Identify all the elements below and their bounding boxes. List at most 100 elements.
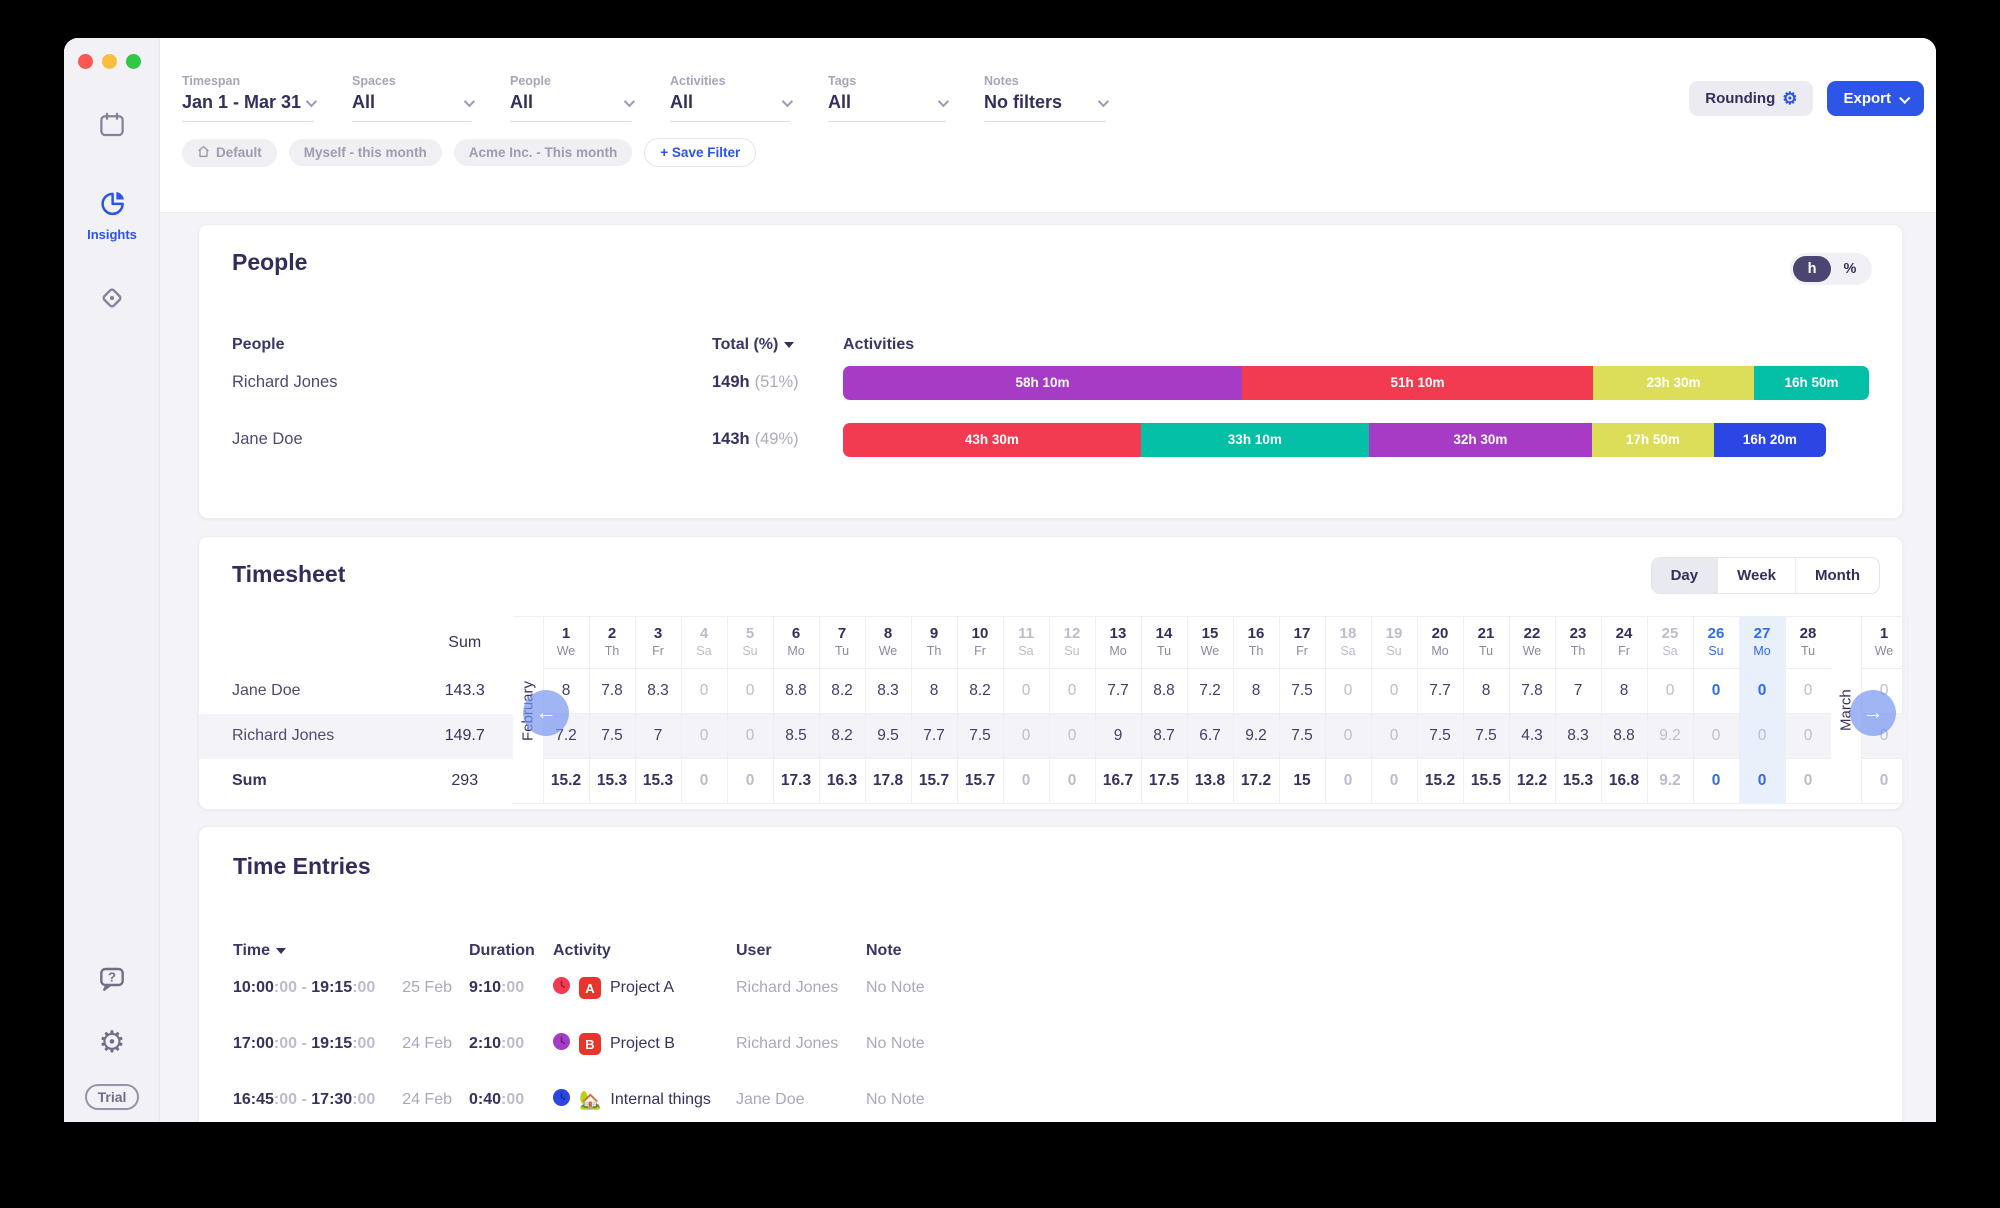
time-col-header[interactable]: Time: [233, 942, 398, 960]
day-header[interactable]: 9 Th: [910, 616, 958, 669]
day-header[interactable]: 1 We: [1860, 616, 1908, 669]
day-header[interactable]: 23 Th: [1554, 616, 1602, 669]
sidebar-item-tags[interactable]: [64, 282, 160, 319]
sidebar-item-insights[interactable]: Insights: [64, 187, 160, 242]
timesheet-cell: 0: [1002, 668, 1050, 714]
view-toggle-day[interactable]: Day: [1651, 558, 1718, 593]
filter-people[interactable]: People All: [510, 74, 636, 122]
filter-activities[interactable]: Activities All: [670, 74, 794, 122]
help-icon[interactable]: ?: [96, 963, 128, 1000]
person-activities-cell: 43h 30m 33h 10m 32h 30m 17h 50m 16h 20m: [843, 411, 1869, 468]
activity-bar-segment[interactable]: 17h 50m: [1591, 422, 1714, 457]
day-header[interactable]: 19 Su: [1370, 616, 1418, 669]
view-toggle-month[interactable]: Month: [1795, 558, 1879, 593]
filter-tags[interactable]: Tags All: [828, 74, 950, 122]
start-time: 17:00: [233, 1035, 274, 1052]
activity-bar-segment[interactable]: 43h 30m: [843, 422, 1141, 457]
save-filter-button[interactable]: + Save Filter: [644, 138, 757, 167]
filter-timespan[interactable]: Timespan Jan 1 - Mar 31: [182, 74, 318, 122]
total-share: (51%): [754, 373, 799, 391]
previous-period-button[interactable]: ←: [523, 690, 569, 736]
time-entry-row[interactable]: 16:45:00 - 17:30:00 24 Feb 0:40:00 🏡 Interna…: [233, 1072, 1902, 1122]
people-title: People: [232, 249, 308, 275]
timesheet-cell: 0: [726, 713, 774, 759]
total-col-header[interactable]: Total (%): [712, 336, 843, 354]
timesheet-table: SumFebruary1We2Th3Fr4Sa5Su6Mo7Tu8We9Th10…: [199, 616, 1908, 804]
saved-filter-chip[interactable]: Myself - this month: [288, 139, 442, 166]
activity-bar-segment[interactable]: 51h 10m: [1242, 365, 1593, 400]
activity-bar-segment[interactable]: 16h 20m: [1713, 422, 1826, 457]
unit-hours-button[interactable]: h: [1793, 256, 1831, 282]
day-header[interactable]: 14 Tu: [1140, 616, 1188, 669]
day-number: 18: [1339, 625, 1357, 643]
timesheet-cell: 0: [1048, 713, 1096, 759]
day-weekday: Su: [1064, 644, 1080, 659]
export-button[interactable]: Export: [1827, 81, 1924, 116]
day-header[interactable]: 13 Mo: [1094, 616, 1142, 669]
day-header[interactable]: 27 Mo: [1738, 616, 1786, 669]
day-header[interactable]: 8 We: [864, 616, 912, 669]
timesheet-cell: 8.2: [818, 668, 866, 714]
timesheet-cell: 16.8: [1600, 758, 1648, 804]
activity-bar-segment[interactable]: 23h 30m: [1593, 365, 1755, 400]
time-entry-row[interactable]: 17:00:00 - 19:15:00 24 Feb 2:10:00 B Project…: [233, 1016, 1902, 1072]
rounding-label: Rounding: [1705, 90, 1776, 107]
home-icon: [197, 145, 210, 161]
close-window-button[interactable]: [78, 54, 93, 69]
day-header[interactable]: 25 Sa: [1646, 616, 1694, 669]
timesheet-cell: 7: [1554, 668, 1602, 714]
rounding-button[interactable]: Rounding ⚙: [1689, 81, 1814, 116]
day-header[interactable]: 7 Tu: [818, 616, 866, 669]
saved-filter-chip[interactable]: Acme Inc. - This month: [453, 139, 633, 166]
pie-chart-icon: [97, 187, 127, 222]
day-header[interactable]: 18 Sa: [1324, 616, 1372, 669]
next-period-button[interactable]: →: [1850, 690, 1896, 736]
timesheet-cell: 16.7: [1094, 758, 1142, 804]
day-number: 28: [1799, 625, 1817, 643]
app-icon: A: [579, 977, 601, 999]
day-header[interactable]: 10 Fr: [956, 616, 1004, 669]
day-header[interactable]: 5 Su: [726, 616, 774, 669]
timesheet-cell: 8: [1462, 668, 1510, 714]
day-header[interactable]: 22 We: [1508, 616, 1556, 669]
zoom-window-button[interactable]: [126, 54, 141, 69]
day-header[interactable]: 11 Sa: [1002, 616, 1050, 669]
day-weekday: We: [1522, 644, 1542, 659]
day-header[interactable]: 6 Mo: [772, 616, 820, 669]
time-entry-row[interactable]: 10:00:00 - 19:15:00 25 Feb 9:10:00 A Project…: [233, 960, 1902, 1016]
minimize-window-button[interactable]: [102, 54, 117, 69]
day-header[interactable]: 24 Fr: [1600, 616, 1648, 669]
activity-bar-segment[interactable]: 32h 30m: [1368, 422, 1592, 457]
day-header[interactable]: 15 We: [1186, 616, 1234, 669]
filter-notes[interactable]: Notes No filters: [984, 74, 1110, 122]
timesheet-cell: 0: [726, 668, 774, 714]
day-header[interactable]: 4 Sa: [680, 616, 728, 669]
day-header[interactable]: 21 Tu: [1462, 616, 1510, 669]
day-header[interactable]: 20 Mo: [1416, 616, 1464, 669]
day-header[interactable]: 2 Th: [588, 616, 636, 669]
day-header[interactable]: 12 Su: [1048, 616, 1096, 669]
settings-gear-icon[interactable]: ⚙: [98, 1026, 126, 1059]
day-header[interactable]: 17 Fr: [1278, 616, 1326, 669]
timesheet-cell: 0: [680, 668, 728, 714]
unit-percent-button[interactable]: %: [1843, 261, 1857, 277]
day-header[interactable]: 26 Su: [1692, 616, 1740, 669]
timesheet-cell: 7.2: [1186, 668, 1234, 714]
activity-bar-segment[interactable]: 16h 50m: [1754, 365, 1869, 400]
day-header[interactable]: 16 Th: [1232, 616, 1280, 669]
day-header[interactable]: 28 Tu: [1784, 616, 1832, 669]
filter-spaces[interactable]: Spaces All: [352, 74, 476, 122]
view-toggle-week[interactable]: Week: [1717, 558, 1796, 593]
day-header[interactable]: 3 Fr: [634, 616, 682, 669]
timesheet-name-header: [199, 616, 417, 669]
saved-filter-chip[interactable]: Default: [182, 138, 277, 167]
day-header[interactable]: 1 We: [542, 616, 590, 669]
start-time: 16:45: [233, 1091, 274, 1108]
activity-bar-segment[interactable]: 33h 10m: [1140, 422, 1369, 457]
day-weekday: Fr: [652, 644, 664, 659]
entry-note: No Note: [866, 1035, 925, 1052]
activity-bar-segment[interactable]: 58h 10m: [843, 365, 1243, 400]
sidebar-item-calendar[interactable]: [64, 110, 160, 145]
person-activities-cell: 58h 10m 51h 10m 23h 30m 16h 50m: [843, 354, 1869, 411]
activity-name: Project A: [610, 979, 675, 996]
